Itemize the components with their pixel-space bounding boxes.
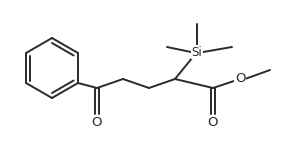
Text: O: O [235, 72, 245, 85]
Text: Si: Si [192, 45, 202, 58]
Text: O: O [208, 116, 218, 129]
Text: O: O [92, 116, 102, 129]
